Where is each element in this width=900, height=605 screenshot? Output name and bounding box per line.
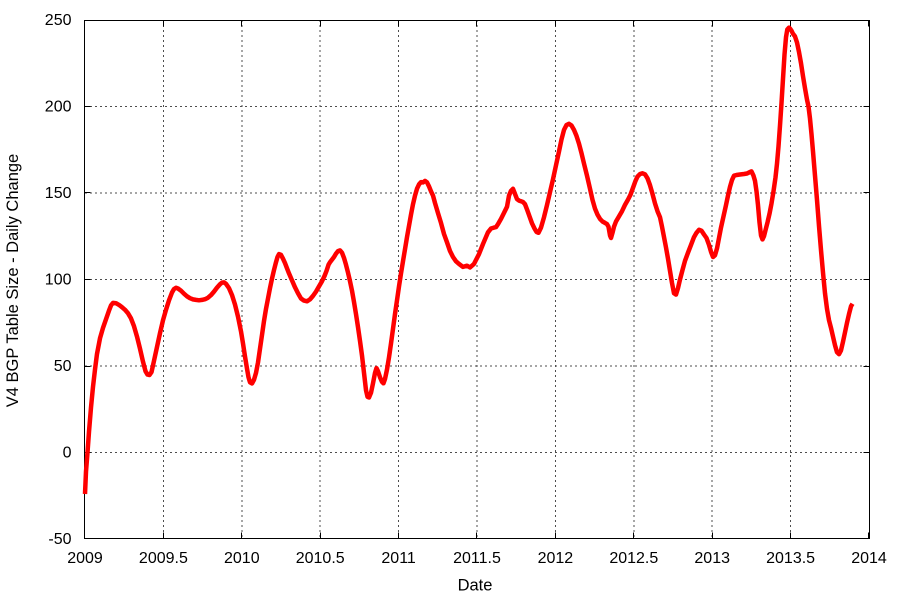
svg-text:-50: -50 <box>48 531 71 548</box>
svg-text:150: 150 <box>45 185 72 202</box>
svg-text:2012: 2012 <box>538 550 574 567</box>
svg-text:V4 BGP Table Size - Daily Chan: V4 BGP Table Size - Daily Change <box>4 154 22 407</box>
svg-text:2011: 2011 <box>381 550 416 567</box>
svg-text:2012.5: 2012.5 <box>609 550 658 567</box>
svg-text:2013: 2013 <box>694 550 730 567</box>
svg-text:200: 200 <box>45 99 72 116</box>
svg-text:2009: 2009 <box>67 550 103 567</box>
svg-text:0: 0 <box>63 445 72 462</box>
svg-text:2013.5: 2013.5 <box>766 550 815 567</box>
svg-text:2010: 2010 <box>224 550 260 567</box>
svg-text:2014: 2014 <box>851 550 887 567</box>
svg-text:2010.5: 2010.5 <box>296 550 345 567</box>
svg-text:2009.5: 2009.5 <box>139 550 188 567</box>
svg-text:Date: Date <box>458 577 493 595</box>
svg-text:100: 100 <box>45 272 72 289</box>
svg-text:2011.5: 2011.5 <box>453 550 501 567</box>
svg-text:250: 250 <box>45 12 72 29</box>
svg-text:50: 50 <box>54 358 72 375</box>
